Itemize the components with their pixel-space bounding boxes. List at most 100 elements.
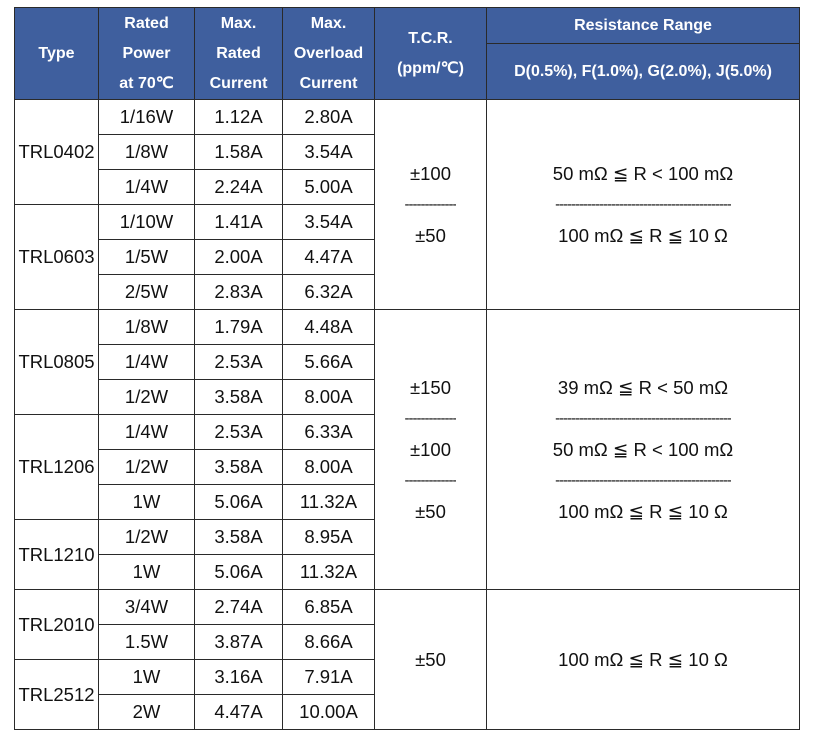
table-row: TRL2512 1W 3.16A 7.91A: [14, 659, 800, 730]
rated-current-cell: 1.12A: [194, 99, 283, 135]
power-cell: 3/4W: [98, 589, 195, 625]
type-cell: TRL0603: [14, 204, 99, 310]
overload-current-cell: 5.66A: [282, 344, 375, 380]
header-rated-power: Rated Power at 70℃: [98, 7, 195, 100]
rated-current-cell: 3.16A: [194, 659, 283, 695]
power-cell: 1/4W: [98, 344, 195, 380]
overload-current-cell: 6.33A: [282, 414, 375, 450]
power-cell: 1W: [98, 484, 195, 520]
rated-current-cell: 5.06A: [194, 484, 283, 520]
power-cell: 1/16W: [98, 99, 195, 135]
overload-current-cell: 6.32A: [282, 274, 375, 310]
table-row: 1/5W 2.00A 4.47A: [15, 239, 800, 275]
overload-current-cell: 8.66A: [282, 624, 375, 660]
tcr-value: ±150: [409, 376, 452, 398]
power-cell: 1/2W: [98, 379, 195, 415]
overload-current-cell: 4.48A: [282, 309, 375, 345]
tcr-value: ±100: [409, 162, 452, 184]
rated-current-cell: 2.00A: [194, 239, 283, 275]
overload-current-cell: 5.00A: [282, 169, 375, 205]
overload-current-cell: 11.32A: [282, 484, 375, 520]
overload-current-cell: 8.00A: [282, 379, 375, 415]
header-resistance-range: Resistance Range: [486, 7, 800, 44]
power-cell: 1W: [98, 554, 195, 590]
rated-current-cell: 2.74A: [194, 589, 283, 625]
overload-current-cell: 2.80A: [282, 99, 375, 135]
overload-current-cell: 8.95A: [282, 519, 375, 555]
power-cell: 1/2W: [98, 519, 195, 555]
type-cell: TRL2010: [14, 589, 99, 660]
table-row: 1/2W 3.58A 8.00A: [15, 449, 800, 485]
spec-table-body: TRL0402 1/16W 1.12A 2.80A ±100 ------------- ±…: [14, 99, 800, 730]
table-row: TRL0402 1/16W 1.12A 2.80A ±100 ------------- ±…: [14, 99, 800, 310]
tcr-cell: ±50: [374, 589, 487, 730]
table-row: TRL0805 1/8W 1.79A 4.48A ±150 ------------- ±1…: [14, 309, 800, 590]
rated-current-cell: 3.58A: [194, 379, 283, 415]
tcr-value: ±50: [415, 648, 446, 670]
rated-current-cell: 3.87A: [194, 624, 283, 660]
tcr-separator: -------------: [404, 413, 457, 424]
overload-current-cell: 3.54A: [282, 204, 375, 240]
resistance-range-value: 100 mΩ ≦ R ≦ 10 Ω: [558, 500, 728, 522]
overload-current-cell: 4.47A: [282, 239, 375, 275]
tcr-value: ±100: [409, 438, 452, 460]
table-row: TRL0603 1/10W 1.41A 3.54A: [14, 204, 800, 310]
rated-current-cell: 1.58A: [194, 134, 283, 170]
tcr-separator: -------------: [404, 475, 457, 486]
rated-current-cell: 1.41A: [194, 204, 283, 240]
overload-current-cell: 7.91A: [282, 659, 375, 695]
tcr-value: ±50: [415, 224, 446, 246]
header-max-overload-current: Max. Overload Current: [282, 7, 375, 100]
range-separator: ----------------------------------------…: [555, 475, 731, 486]
header-type: Type: [14, 7, 99, 100]
range-separator: ----------------------------------------…: [555, 413, 731, 424]
table-row: 1/2W 3.58A 8.00A: [15, 379, 800, 415]
table-row: 2W 4.47A 10.00A: [15, 694, 800, 730]
tcr-separator: -------------: [404, 199, 457, 210]
table-row: TRL2010 3/4W 2.74A 6.85A ±50 100 mΩ ≦ R ≦ 10 …: [14, 589, 800, 730]
table-row: 1/4W 2.53A 5.66A: [15, 344, 800, 380]
resistance-range-value: 50 mΩ ≦ R < 100 mΩ: [552, 162, 734, 184]
overload-current-cell: 6.85A: [282, 589, 375, 625]
resistance-range-cell: 39 mΩ ≦ R < 50 mΩ -----------------------…: [486, 309, 800, 590]
table-row: 2/5W 2.83A 6.32A: [15, 274, 800, 310]
resistance-range-value: 100 mΩ ≦ R ≦ 10 Ω: [558, 224, 728, 246]
resistance-range-value: 100 mΩ ≦ R ≦ 10 Ω: [558, 648, 728, 670]
rated-current-cell: 3.58A: [194, 449, 283, 485]
rated-current-cell: 3.58A: [194, 519, 283, 555]
type-cell: TRL2512: [14, 659, 99, 730]
overload-current-cell: 10.00A: [282, 694, 375, 730]
overload-current-cell: 3.54A: [282, 134, 375, 170]
rated-current-cell: 1.79A: [194, 309, 283, 345]
resistance-range-value: 50 mΩ ≦ R < 100 mΩ: [552, 438, 734, 460]
power-cell: 1W: [98, 659, 195, 695]
table-row: 1/4W 2.24A 5.00A: [15, 169, 800, 205]
resistance-range-cell: 50 mΩ ≦ R < 100 mΩ ----------------------…: [486, 99, 800, 310]
rated-current-cell: 2.53A: [194, 344, 283, 380]
overload-current-cell: 11.32A: [282, 554, 375, 590]
overload-current-cell: 8.00A: [282, 449, 375, 485]
resistance-range-value: 39 mΩ ≦ R < 50 mΩ: [557, 376, 729, 398]
resistance-range-cell: 100 mΩ ≦ R ≦ 10 Ω: [486, 589, 800, 730]
rated-current-cell: 5.06A: [194, 554, 283, 590]
rated-current-cell: 2.24A: [194, 169, 283, 205]
power-cell: 2W: [98, 694, 195, 730]
header-max-rated-current: Max. Rated Current: [194, 7, 283, 100]
type-cell: TRL0805: [14, 309, 99, 415]
power-cell: 2/5W: [98, 274, 195, 310]
power-cell: 1/8W: [98, 134, 195, 170]
rated-current-cell: 4.47A: [194, 694, 283, 730]
rated-current-cell: 2.53A: [194, 414, 283, 450]
power-cell: 1/10W: [98, 204, 195, 240]
range-separator: ----------------------------------------…: [555, 199, 731, 210]
power-cell: 1.5W: [98, 624, 195, 660]
type-cell: TRL1206: [14, 414, 99, 520]
power-cell: 1/5W: [98, 239, 195, 275]
type-cell: TRL1210: [14, 519, 99, 590]
power-cell: 1/4W: [98, 414, 195, 450]
tcr-cell: ±150 ------------- ±100 ------------- ±50: [374, 309, 487, 590]
header-tcr: T.C.R. (ppm/℃): [374, 7, 487, 100]
type-cell: TRL0402: [14, 99, 99, 205]
power-cell: 1/4W: [98, 169, 195, 205]
tcr-value: ±50: [415, 500, 446, 522]
